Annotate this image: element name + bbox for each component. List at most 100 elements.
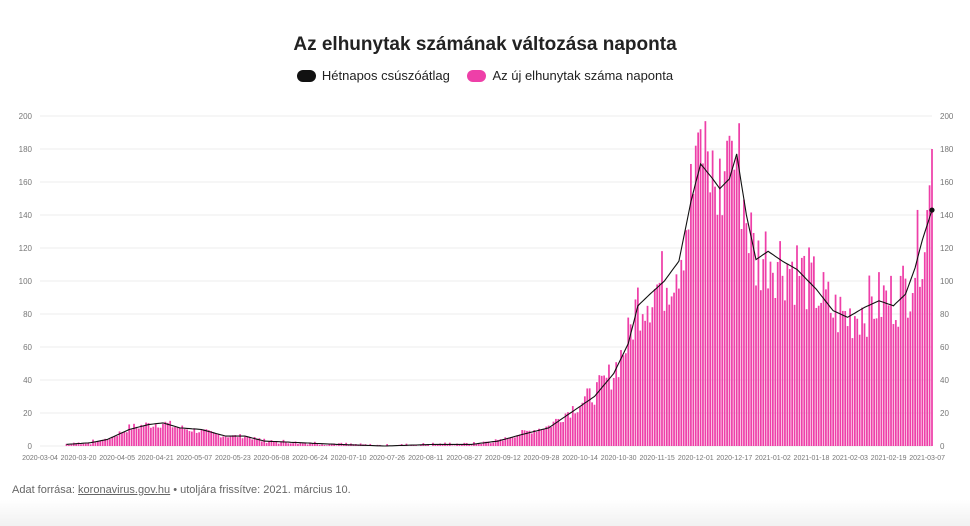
daily-bar (470, 445, 473, 446)
y-tick-label-right: 140 (940, 211, 954, 220)
daily-bar (853, 316, 856, 446)
daily-bar (861, 307, 863, 446)
daily-bar (256, 439, 258, 446)
daily-bar (863, 323, 866, 446)
daily-bar (658, 282, 661, 446)
daily-bar (301, 443, 304, 446)
daily-bar (128, 424, 131, 446)
daily-bar (759, 290, 762, 446)
daily-bar (477, 443, 480, 446)
daily-bar (581, 402, 584, 446)
daily-bar (791, 261, 794, 446)
daily-bar (682, 270, 685, 446)
y-tick-label-right: 160 (940, 178, 954, 187)
daily-bar (699, 129, 702, 446)
y-tick-label-right: 60 (940, 343, 949, 352)
x-tick-label: 2021-01-02 (755, 455, 791, 462)
daily-bar (68, 445, 70, 446)
daily-bar (849, 308, 851, 446)
daily-bar (576, 412, 579, 446)
x-tick-label: 2021-02-19 (871, 455, 907, 462)
daily-bar (649, 322, 651, 446)
daily-bar (873, 318, 876, 446)
daily-bar (246, 436, 249, 446)
daily-bar (489, 443, 492, 446)
daily-bar (287, 443, 290, 446)
x-tick-label: 2020-04-21 (138, 455, 174, 462)
daily-bar (728, 135, 731, 447)
avg-line (66, 153, 933, 447)
daily-bar (130, 429, 133, 446)
daily-bar (159, 427, 162, 446)
daily-bar (800, 257, 803, 446)
daily-bar (150, 427, 152, 446)
legend-item-avg[interactable]: Hétnapos csúszóátlag (296, 68, 450, 83)
daily-bar (147, 423, 150, 446)
daily-bar (641, 314, 644, 446)
daily-bar (166, 422, 169, 446)
daily-bar (721, 215, 724, 446)
daily-bar (769, 261, 772, 446)
x-tick-label: 2020-06-08 (254, 455, 290, 462)
y-tick-label-left: 40 (23, 376, 32, 385)
daily-bar (591, 402, 593, 446)
daily-bar (530, 433, 533, 446)
daily-bar (627, 317, 630, 446)
daily-bar (164, 421, 167, 446)
daily-bar (596, 382, 598, 446)
daily-bar (716, 214, 719, 446)
daily-bar (494, 439, 497, 446)
daily-bar (668, 304, 671, 446)
daily-bar (80, 444, 82, 446)
daily-bar (183, 428, 186, 446)
daily-bar (805, 309, 808, 446)
daily-bar (176, 427, 179, 446)
legend-item-daily[interactable]: Az új elhunytak száma naponta (467, 68, 673, 83)
daily-bar (99, 440, 102, 446)
x-tick-label: 2021-03-07 (909, 455, 945, 462)
y-tick-label-right: 200 (940, 112, 954, 121)
legend-label-avg: Hétnapos csúszóátlag (321, 68, 450, 83)
daily-bar (94, 442, 97, 446)
daily-bar (111, 436, 114, 446)
daily-bar (762, 259, 765, 446)
y-tick-label-left: 200 (19, 112, 33, 121)
daily-bar (328, 443, 331, 446)
daily-bar (692, 193, 695, 446)
daily-bar (335, 445, 338, 446)
daily-bar (774, 297, 777, 446)
daily-bar (899, 275, 902, 446)
daily-bar (441, 444, 444, 446)
x-tick-label: 2020-08-27 (446, 455, 482, 462)
daily-bar (617, 377, 620, 446)
daily-bar (121, 432, 123, 446)
daily-bar (803, 255, 806, 446)
daily-bar (839, 296, 842, 446)
daily-bar (815, 307, 818, 446)
daily-bar (687, 229, 690, 446)
daily-bar (911, 293, 914, 446)
daily-bar (711, 150, 714, 447)
y-tick-label-right: 20 (940, 409, 949, 418)
source-link[interactable]: koronavirus.gov.hu (78, 484, 171, 496)
daily-bar (673, 292, 675, 446)
daily-bar (200, 429, 203, 446)
daily-bar (923, 252, 926, 446)
daily-bar (248, 437, 251, 446)
daily-bar (502, 440, 504, 446)
daily-bar (694, 145, 697, 446)
daily-bar (817, 305, 820, 446)
daily-bar (757, 240, 760, 446)
daily-bar (726, 140, 728, 446)
daily-bar (723, 171, 726, 446)
daily-bar (535, 431, 538, 446)
daily-bar (670, 296, 673, 446)
legend-swatch-daily (467, 69, 487, 82)
daily-bar (330, 443, 333, 446)
daily-bar (784, 300, 786, 446)
daily-bar (101, 440, 104, 446)
daily-bar (528, 430, 531, 446)
daily-bar (135, 426, 138, 446)
daily-bar (118, 431, 121, 446)
daily-bar (620, 350, 622, 446)
